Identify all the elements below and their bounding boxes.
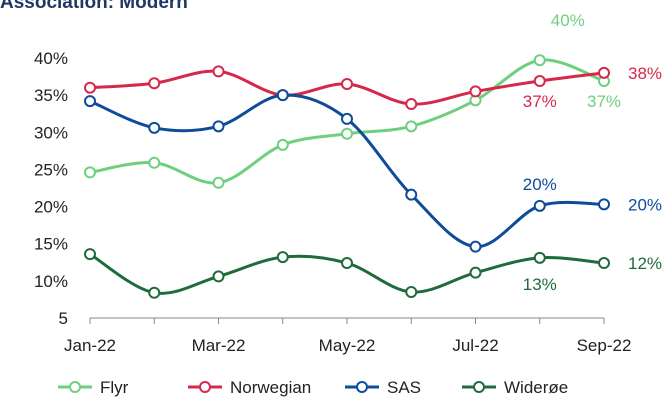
y-tick-label: 10% <box>34 272 68 291</box>
point-marker <box>341 112 353 125</box>
point-marker <box>84 248 96 261</box>
point-marker <box>212 270 225 283</box>
legend-marker <box>473 381 485 393</box>
point-marker <box>598 257 610 270</box>
series-line <box>89 93 605 249</box>
data-label: 37% <box>587 92 621 111</box>
legend-marker <box>69 381 81 393</box>
point-marker <box>148 121 161 134</box>
point-marker <box>533 251 546 264</box>
point-marker <box>148 156 161 169</box>
y-tick-label: 35% <box>34 86 68 105</box>
point-marker <box>341 257 353 270</box>
point-marker <box>533 75 546 88</box>
legend-label: Norwegian <box>230 378 311 397</box>
y-tick-label: 20% <box>34 198 68 217</box>
point-marker <box>276 89 289 102</box>
y-tick-label: 5 <box>59 309 68 328</box>
x-tick-label: Jan-22 <box>64 336 116 355</box>
point-marker <box>405 188 418 201</box>
y-tick-label: 15% <box>34 235 68 254</box>
data-label: 12% <box>628 254 662 273</box>
y-tick-label: 40% <box>34 49 68 68</box>
x-tick-label: May-22 <box>319 336 376 355</box>
point-marker <box>212 176 225 189</box>
point-marker <box>469 266 482 279</box>
point-marker <box>84 81 96 94</box>
data-label: 40% <box>551 11 585 30</box>
point-marker <box>405 120 418 133</box>
chart-title: Association: Modern <box>0 0 188 13</box>
y-tick-label: 30% <box>34 123 68 142</box>
point-marker <box>212 65 225 78</box>
y-tick-label: 25% <box>34 160 68 179</box>
point-marker <box>276 251 289 264</box>
point-marker <box>469 240 482 253</box>
point-marker <box>341 78 353 90</box>
legend-marker <box>199 381 211 393</box>
x-tick-label: Jul-22 <box>452 336 498 355</box>
point-marker <box>84 95 96 108</box>
data-label: 20% <box>628 195 662 214</box>
point-marker <box>533 199 546 212</box>
point-marker <box>276 138 289 151</box>
legend-marker <box>356 381 368 393</box>
data-label: 20% <box>523 175 557 194</box>
point-marker <box>148 77 161 90</box>
x-tick-label: Sep-22 <box>577 336 632 355</box>
point-marker <box>212 120 225 133</box>
point-marker <box>598 66 610 79</box>
legend-label: SAS <box>387 378 421 397</box>
point-marker <box>405 98 418 111</box>
point-marker <box>341 127 353 140</box>
data-label: 38% <box>628 64 662 83</box>
data-label: 37% <box>523 92 557 111</box>
point-marker <box>598 198 610 211</box>
point-marker <box>533 54 546 67</box>
point-marker <box>469 85 482 98</box>
point-marker <box>148 286 161 299</box>
legend-label: Flyr <box>100 378 129 397</box>
x-tick-label: Mar-22 <box>192 336 246 355</box>
data-label: 13% <box>523 275 557 294</box>
point-marker <box>405 286 418 298</box>
point-marker <box>84 166 96 179</box>
legend-label: Widerøe <box>504 378 568 397</box>
